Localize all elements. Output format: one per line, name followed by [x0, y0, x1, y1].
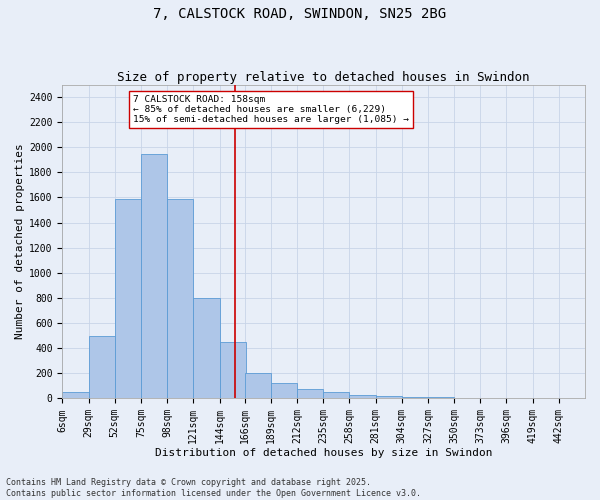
- Bar: [141, 154, 167, 398]
- Bar: [193, 298, 220, 398]
- Bar: [349, 394, 376, 398]
- Title: Size of property relative to detached houses in Swindon: Size of property relative to detached ho…: [118, 72, 530, 85]
- Bar: [297, 389, 323, 398]
- Bar: [323, 392, 349, 398]
- Bar: [167, 198, 193, 398]
- X-axis label: Distribution of detached houses by size in Swindon: Distribution of detached houses by size …: [155, 448, 493, 458]
- Text: 7, CALSTOCK ROAD, SWINDON, SN25 2BG: 7, CALSTOCK ROAD, SWINDON, SN25 2BG: [154, 8, 446, 22]
- Bar: [271, 382, 297, 398]
- Bar: [376, 396, 401, 398]
- Bar: [115, 198, 141, 398]
- Text: Contains HM Land Registry data © Crown copyright and database right 2025.
Contai: Contains HM Land Registry data © Crown c…: [6, 478, 421, 498]
- Text: 7 CALSTOCK ROAD: 158sqm
← 85% of detached houses are smaller (6,229)
15% of semi: 7 CALSTOCK ROAD: 158sqm ← 85% of detache…: [133, 94, 409, 124]
- Bar: [89, 336, 115, 398]
- Bar: [220, 342, 246, 398]
- Y-axis label: Number of detached properties: Number of detached properties: [15, 144, 25, 340]
- Bar: [245, 374, 271, 398]
- Bar: [401, 397, 428, 398]
- Bar: [62, 392, 89, 398]
